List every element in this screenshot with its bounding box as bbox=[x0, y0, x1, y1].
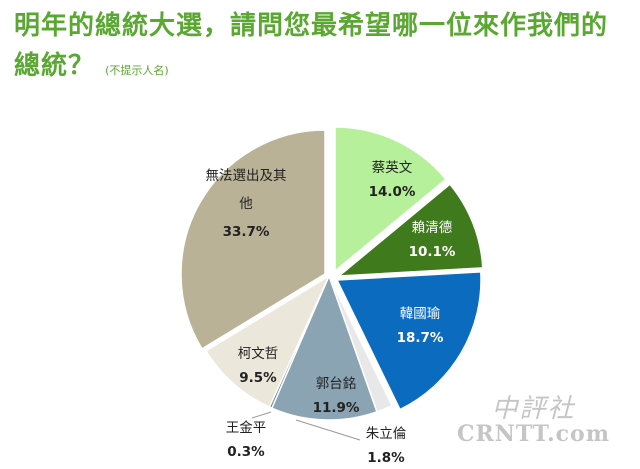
slice-name-3: 朱立倫 bbox=[366, 426, 407, 442]
slice-value-5: 0.3% bbox=[227, 444, 265, 460]
slice-value-0: 14.0% bbox=[369, 184, 416, 200]
watermark-bottom: CRNTT.com bbox=[456, 421, 610, 447]
watermark-logo: 中評社 CRNTT.com bbox=[457, 388, 610, 447]
slice-value-7: 33.7% bbox=[223, 224, 270, 240]
slice-value-6: 9.5% bbox=[239, 370, 277, 386]
slice-name-7-1: 他 bbox=[239, 196, 253, 212]
leader-line-zhulilun bbox=[295, 419, 361, 441]
pie-slice-0 bbox=[334, 126, 448, 273]
chart-title-text: 明年的總統大選，請問您最希望哪一位來作我們的總統？ bbox=[14, 11, 609, 81]
chart-subtitle: (不提示人名) bbox=[105, 64, 169, 77]
slice-label-2: 韓國瑜 18.7% bbox=[397, 306, 444, 346]
slice-value-1: 10.1% bbox=[409, 244, 456, 260]
slice-label-3: 朱立倫 1.8% bbox=[366, 426, 407, 466]
pie-slice-4 bbox=[270, 273, 378, 421]
chart-title: 明年的總統大選，請問您最希望哪一位來作我們的總統？ (不提示人名) bbox=[14, 6, 634, 91]
slice-name-7-0: 無法選出及其 bbox=[206, 168, 287, 184]
pie-slice-6 bbox=[204, 274, 331, 409]
slice-name-2: 韓國瑜 bbox=[400, 306, 441, 322]
watermark-top: 中評社 bbox=[491, 394, 576, 424]
slice-label-1: 賴清德 10.1% bbox=[409, 220, 456, 260]
pie-slice-1 bbox=[336, 183, 484, 277]
slice-value-3: 1.8% bbox=[367, 450, 405, 466]
slice-name-4: 郭台銘 bbox=[316, 375, 357, 392]
slice-label-6: 柯文哲 9.5% bbox=[238, 346, 279, 386]
slice-name-0: 蔡英文 bbox=[372, 159, 413, 176]
slice-name-5: 王金平 bbox=[226, 420, 267, 436]
slice-value-4: 11.9% bbox=[313, 400, 360, 416]
slice-label-5: 王金平 0.3% bbox=[226, 420, 267, 460]
slice-value-2: 18.7% bbox=[397, 330, 444, 346]
slice-name-1: 賴清德 bbox=[412, 220, 453, 236]
slice-name-6: 柯文哲 bbox=[238, 346, 279, 362]
slice-label-4: 郭台銘 11.9% bbox=[313, 375, 360, 416]
slice-label-0: 蔡英文 14.0% bbox=[369, 159, 416, 200]
pie-slice-2 bbox=[335, 271, 482, 411]
leader-line-wangjinping bbox=[251, 411, 272, 419]
pie-slice-7 bbox=[180, 129, 326, 350]
